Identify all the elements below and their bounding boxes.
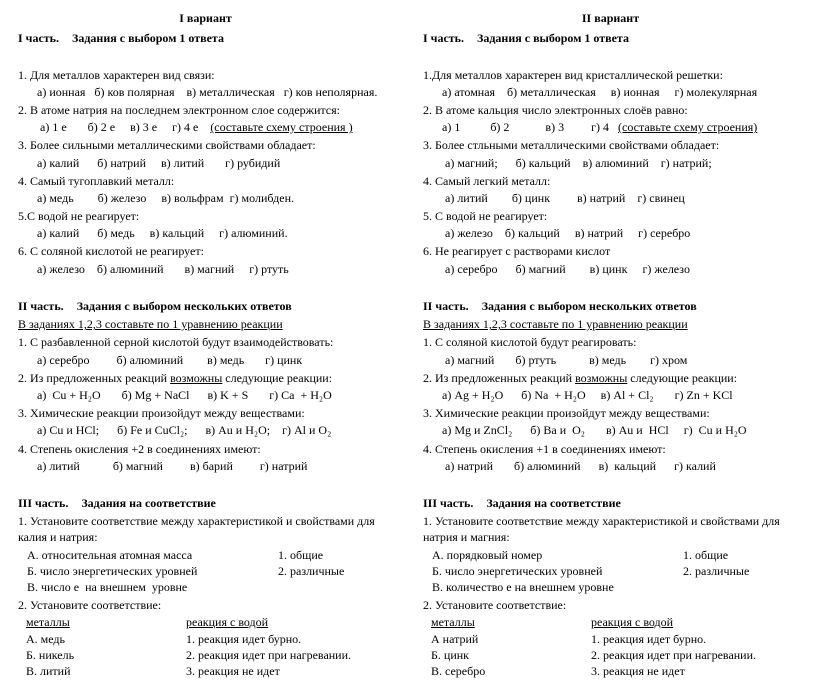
p2-q3-opts: а) Cu и HCl; б) Fe и CuCl₂; в) Au и H₂O;… <box>18 422 393 438</box>
rp2-instr: В заданиях 1,2,3 составьте по 1 уравнени… <box>423 316 798 332</box>
rp3-q2: 2. Установите соответствие: <box>423 597 798 613</box>
rq1: 1.Для металлов характерен вид кристаллич… <box>423 67 798 83</box>
q1-opts: а) ионная б) ков полярная в) металлическ… <box>18 84 393 100</box>
q6: 6. С соляной кислотой не реагирует: <box>18 243 393 259</box>
variant-2: II вариант I часть. Задания с выбором 1 … <box>423 10 798 679</box>
rp2-q1-opts: а) магний б) ртуть в) медь г) хром <box>423 352 798 368</box>
rp3-q1: 1. Установите соответствие между характе… <box>423 513 798 545</box>
part1-head: I часть. Задания с выбором 1 ответа <box>18 30 393 46</box>
p2-q2: 2. Из предложенных реакций возможны след… <box>18 370 393 386</box>
q5-opts: а) калий б) медь в) кальций г) алюминий. <box>18 225 393 241</box>
p2-q1-opts: а) серебро б) алюминий в) медь г) цинк <box>18 352 393 368</box>
q6-opts: а) железо б) алюминий в) магний г) ртуть <box>18 261 393 277</box>
rq6-opts: а) серебро б) магний в) цинк г) железо <box>423 261 798 277</box>
rp2-q4: 4. Степень окисления +1 в соединениях им… <box>423 441 798 457</box>
p3-row1: А. медь 1. реакция идет бурно. <box>18 631 393 647</box>
p3-q1-row-a: А. относительная атомная масса 1. общие <box>18 547 393 563</box>
p2-q4: 4. Степень окисления +2 в соединениях им… <box>18 441 393 457</box>
part1-head-r: I часть. Задания с выбором 1 ответа <box>423 30 798 46</box>
page-columns: I вариант I часть. Задания с выбором 1 о… <box>18 10 798 679</box>
p3-q1: 1. Установите соответствие между характе… <box>18 513 393 545</box>
rq5-opts: а) железо б) кальций в) натрий г) серебр… <box>423 225 798 241</box>
rp3-table-head: металлы реакция с водой <box>423 614 798 630</box>
rp2-q2-opts: а) Ag + H₂O б) Na + H₂O в) Al + Cl₂ г) Z… <box>423 387 798 403</box>
p3-q2: 2. Установите соответствие: <box>18 597 393 613</box>
rp3-q1-row-b: Б. число энергетических уровней 2. разли… <box>423 563 798 579</box>
rq3-opts: а) магний; б) кальций в) алюминий г) нат… <box>423 155 798 171</box>
rp2-q1: 1. С соляной кислотой будут реагировать: <box>423 334 798 350</box>
rp2-q3-opts: а) Mg и ZnCl₂ б) Ba и O₂ в) Au и HCl г) … <box>423 422 798 438</box>
rq5: 5. С водой не реагирует: <box>423 208 798 224</box>
p2-q3: 3. Химические реакции произойдут между в… <box>18 405 393 421</box>
q4-opts: а) медь б) железо в) вольфрам г) молибде… <box>18 190 393 206</box>
q3-opts: а) калий б) натрий в) литий г) рубидий <box>18 155 393 171</box>
rp2-q4-opts: а) натрий б) алюминий в) кальций г) кали… <box>423 458 798 474</box>
part3-head: III часть. Задания на соответствие <box>18 495 393 511</box>
rp3-q1-row-a: А. порядковый номер 1. общие <box>423 547 798 563</box>
rp3-row2: Б. цинк 2. реакция идет при нагревании. <box>423 647 798 663</box>
title-1: I вариант <box>18 10 393 26</box>
rq4: 4. Самый легкий металл: <box>423 173 798 189</box>
q2-opts: а) 1 е б) 2 е в) 3 е г) 4 е (составьте с… <box>18 119 393 135</box>
q3: 3. Более сильными металлическими свойств… <box>18 137 393 153</box>
p2-q1: 1. С разбавленной серной кислотой будут … <box>18 334 393 350</box>
p3-q1-row-c: В. число е на внешнем уровне <box>18 579 393 595</box>
title-2: II вариант <box>423 10 798 26</box>
p3-q1-row-b: Б. число энергетических уровней 2. разли… <box>18 563 393 579</box>
part2-head: II часть. Задания с выбором нескольких о… <box>18 298 393 314</box>
rp2-q3: 3. Химические реакции произойдут между в… <box>423 405 798 421</box>
rq3: 3. Более стльными металлическими свойств… <box>423 137 798 153</box>
rp2-q2: 2. Из предложенных реакций возможны след… <box>423 370 798 386</box>
p3-table-head: металлы реакция с водой <box>18 614 393 630</box>
rp3-row3: В. серебро 3. реакция не идет <box>423 663 798 679</box>
q1: 1. Для металлов характерен вид связи: <box>18 67 393 83</box>
part2-head-r: II часть. Задания с выбором нескольких о… <box>423 298 798 314</box>
rq6: 6. Не реагирует с растворами кислот <box>423 243 798 259</box>
rp3-q1-row-c: В. количество е на внешнем уровне <box>423 579 798 595</box>
variant-1: I вариант I часть. Задания с выбором 1 о… <box>18 10 393 679</box>
part3-head-r: III часть. Задания на соответствие <box>423 495 798 511</box>
rq2-opts: а) 1 б) 2 в) 3 г) 4 (составьте схему стр… <box>423 119 798 135</box>
p2-q4-opts: а) литий б) магний в) барий г) натрий <box>18 458 393 474</box>
q5: 5.С водой не реагирует: <box>18 208 393 224</box>
q4: 4. Самый тугоплавкий металл: <box>18 173 393 189</box>
rq2: 2. В атоме кальция число электронных сло… <box>423 102 798 118</box>
q2: 2. В атоме натрия на последнем электронн… <box>18 102 393 118</box>
p3-row3: В. литий 3. реакция не идет <box>18 663 393 679</box>
rq1-opts: а) атомная б) металлическая в) ионная г)… <box>423 84 798 100</box>
p2-instr: В заданиях 1,2,3 составьте по 1 уравнени… <box>18 316 393 332</box>
p3-row2: Б. никель 2. реакция идет при нагревании… <box>18 647 393 663</box>
p2-q2-opts: а) Cu + H₂O б) Mg + NaCl в) K + S г) Ca … <box>18 387 393 403</box>
rp3-row1: А натрий 1. реакция идет бурно. <box>423 631 798 647</box>
rq4-opts: а) литий б) цинк в) натрий г) свинец <box>423 190 798 206</box>
